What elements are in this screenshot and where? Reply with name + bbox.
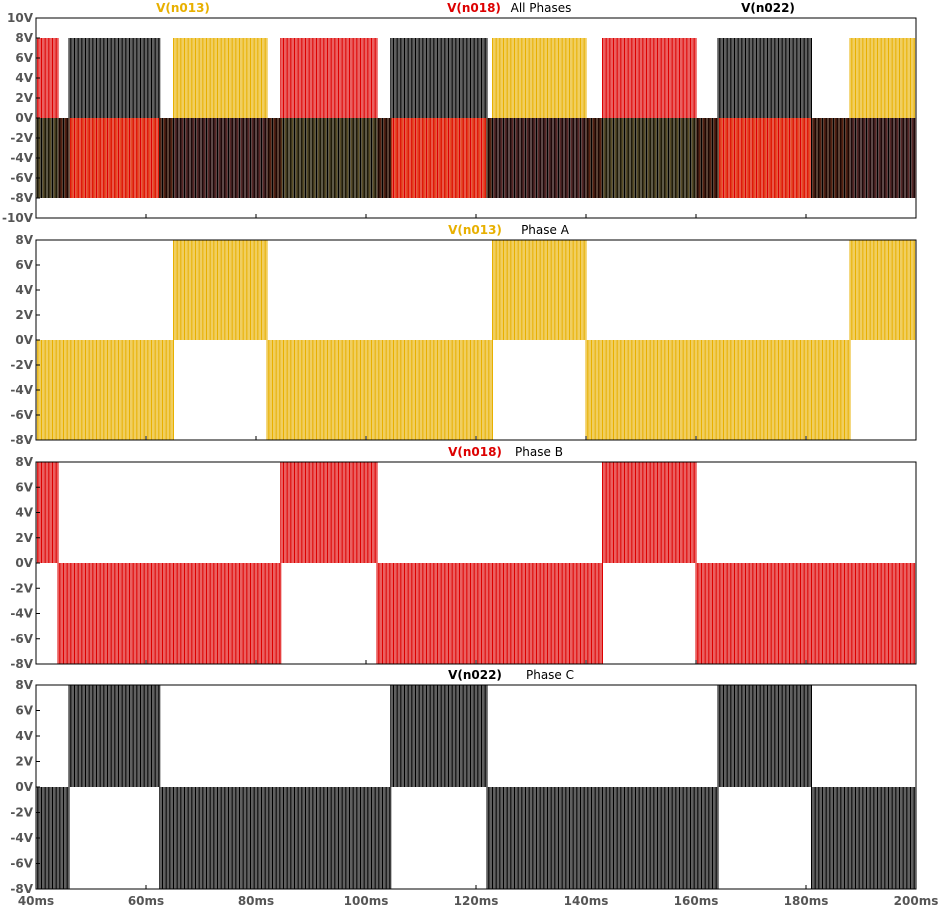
y-tick-label: 6V	[15, 480, 33, 494]
y-tick-label: 8V	[15, 31, 33, 45]
y-tick-label: 0V	[15, 780, 33, 794]
y-tick-label: 0V	[15, 333, 33, 347]
y-tick-label: 2V	[15, 308, 33, 322]
y-tick-label: 4V	[15, 283, 33, 297]
y-tick-label: -4V	[10, 151, 33, 165]
chart-panel-3: 8V 6V 4V 2V 0V -2V -4V -6V -8V V(n018) Phase B	[10, 445, 917, 671]
y-tick-label: -8V	[10, 433, 33, 447]
series-line-3	[35, 38, 917, 198]
y-tick-label: -4V	[10, 607, 33, 621]
x-tick-label: 40ms	[18, 894, 54, 908]
y-tick-label: 6V	[15, 258, 33, 272]
x-tick-label: 60ms	[128, 894, 164, 908]
y-tick-label: 10V	[7, 11, 34, 25]
x-tick-label: 100ms	[344, 894, 389, 908]
panel-title: Phase C	[526, 668, 574, 682]
y-tick-label: -2V	[10, 581, 33, 595]
y-tick-label: -4V	[10, 831, 33, 845]
y-tick-label: 6V	[15, 51, 33, 65]
x-tick-label: 80ms	[238, 894, 274, 908]
chart-panel-4: 8V 6V 4V 2V 0V -2V -4V -6V -8V V(n022) Phase C	[10, 668, 917, 896]
y-tick-label: -4V	[10, 383, 33, 397]
x-tick-label: 160ms	[674, 894, 719, 908]
y-tick-label: -6V	[10, 857, 33, 871]
x-tick-label: 140ms	[564, 894, 609, 908]
panel-title: Phase A	[521, 223, 570, 237]
legend-label: V(n022)	[448, 668, 502, 682]
y-tick-label: -6V	[10, 408, 33, 422]
y-tick-label: 8V	[15, 678, 33, 692]
chart-panel-1: 10V 8V 6V 4V 2V 0V -2V -4V -6V -8V -10V V(n013) V(n0…	[2, 1, 917, 225]
y-tick-label: -2V	[10, 358, 33, 372]
legend-label: V(n013)	[448, 223, 502, 237]
y-tick-label: -6V	[10, 632, 33, 646]
x-tick-label: 200ms	[894, 894, 938, 908]
y-tick-label: 4V	[15, 729, 33, 743]
legend-label: V(n018)	[447, 1, 501, 15]
series-line-1	[35, 240, 917, 440]
legend-label: V(n018)	[448, 445, 502, 459]
legend-label: V(n013)	[156, 1, 210, 15]
y-tick-label: 4V	[15, 506, 33, 520]
legend-label: V(n022)	[741, 1, 795, 15]
y-tick-label: -10V	[2, 211, 34, 225]
panel-title: All Phases	[511, 1, 572, 15]
y-tick-label: -2V	[10, 131, 33, 145]
y-tick-label: 6V	[15, 704, 33, 718]
y-tick-label: 2V	[15, 755, 33, 769]
y-tick-label: 2V	[15, 91, 33, 105]
y-tick-label: 0V	[15, 111, 33, 125]
y-tick-label: -2V	[10, 806, 33, 820]
y-tick-label: -8V	[10, 882, 33, 896]
panel-title: Phase B	[515, 445, 563, 459]
y-tick-label: 8V	[15, 233, 33, 247]
y-tick-label: -8V	[10, 191, 33, 205]
y-tick-label: -6V	[10, 171, 33, 185]
x-tick-label: 180ms	[784, 894, 829, 908]
y-tick-label: 4V	[15, 71, 33, 85]
chart-panel-2: 8V 6V 4V 2V 0V -2V -4V -6V -8V V(n013) Phase A	[10, 223, 917, 447]
y-tick-label: -8V	[10, 657, 33, 671]
y-tick-label: 2V	[15, 531, 33, 545]
y-tick-label: 0V	[15, 556, 33, 570]
series-line-1	[35, 462, 917, 664]
x-tick-label: 120ms	[454, 894, 499, 908]
y-tick-label: 8V	[15, 455, 33, 469]
series-line-1	[35, 685, 917, 889]
